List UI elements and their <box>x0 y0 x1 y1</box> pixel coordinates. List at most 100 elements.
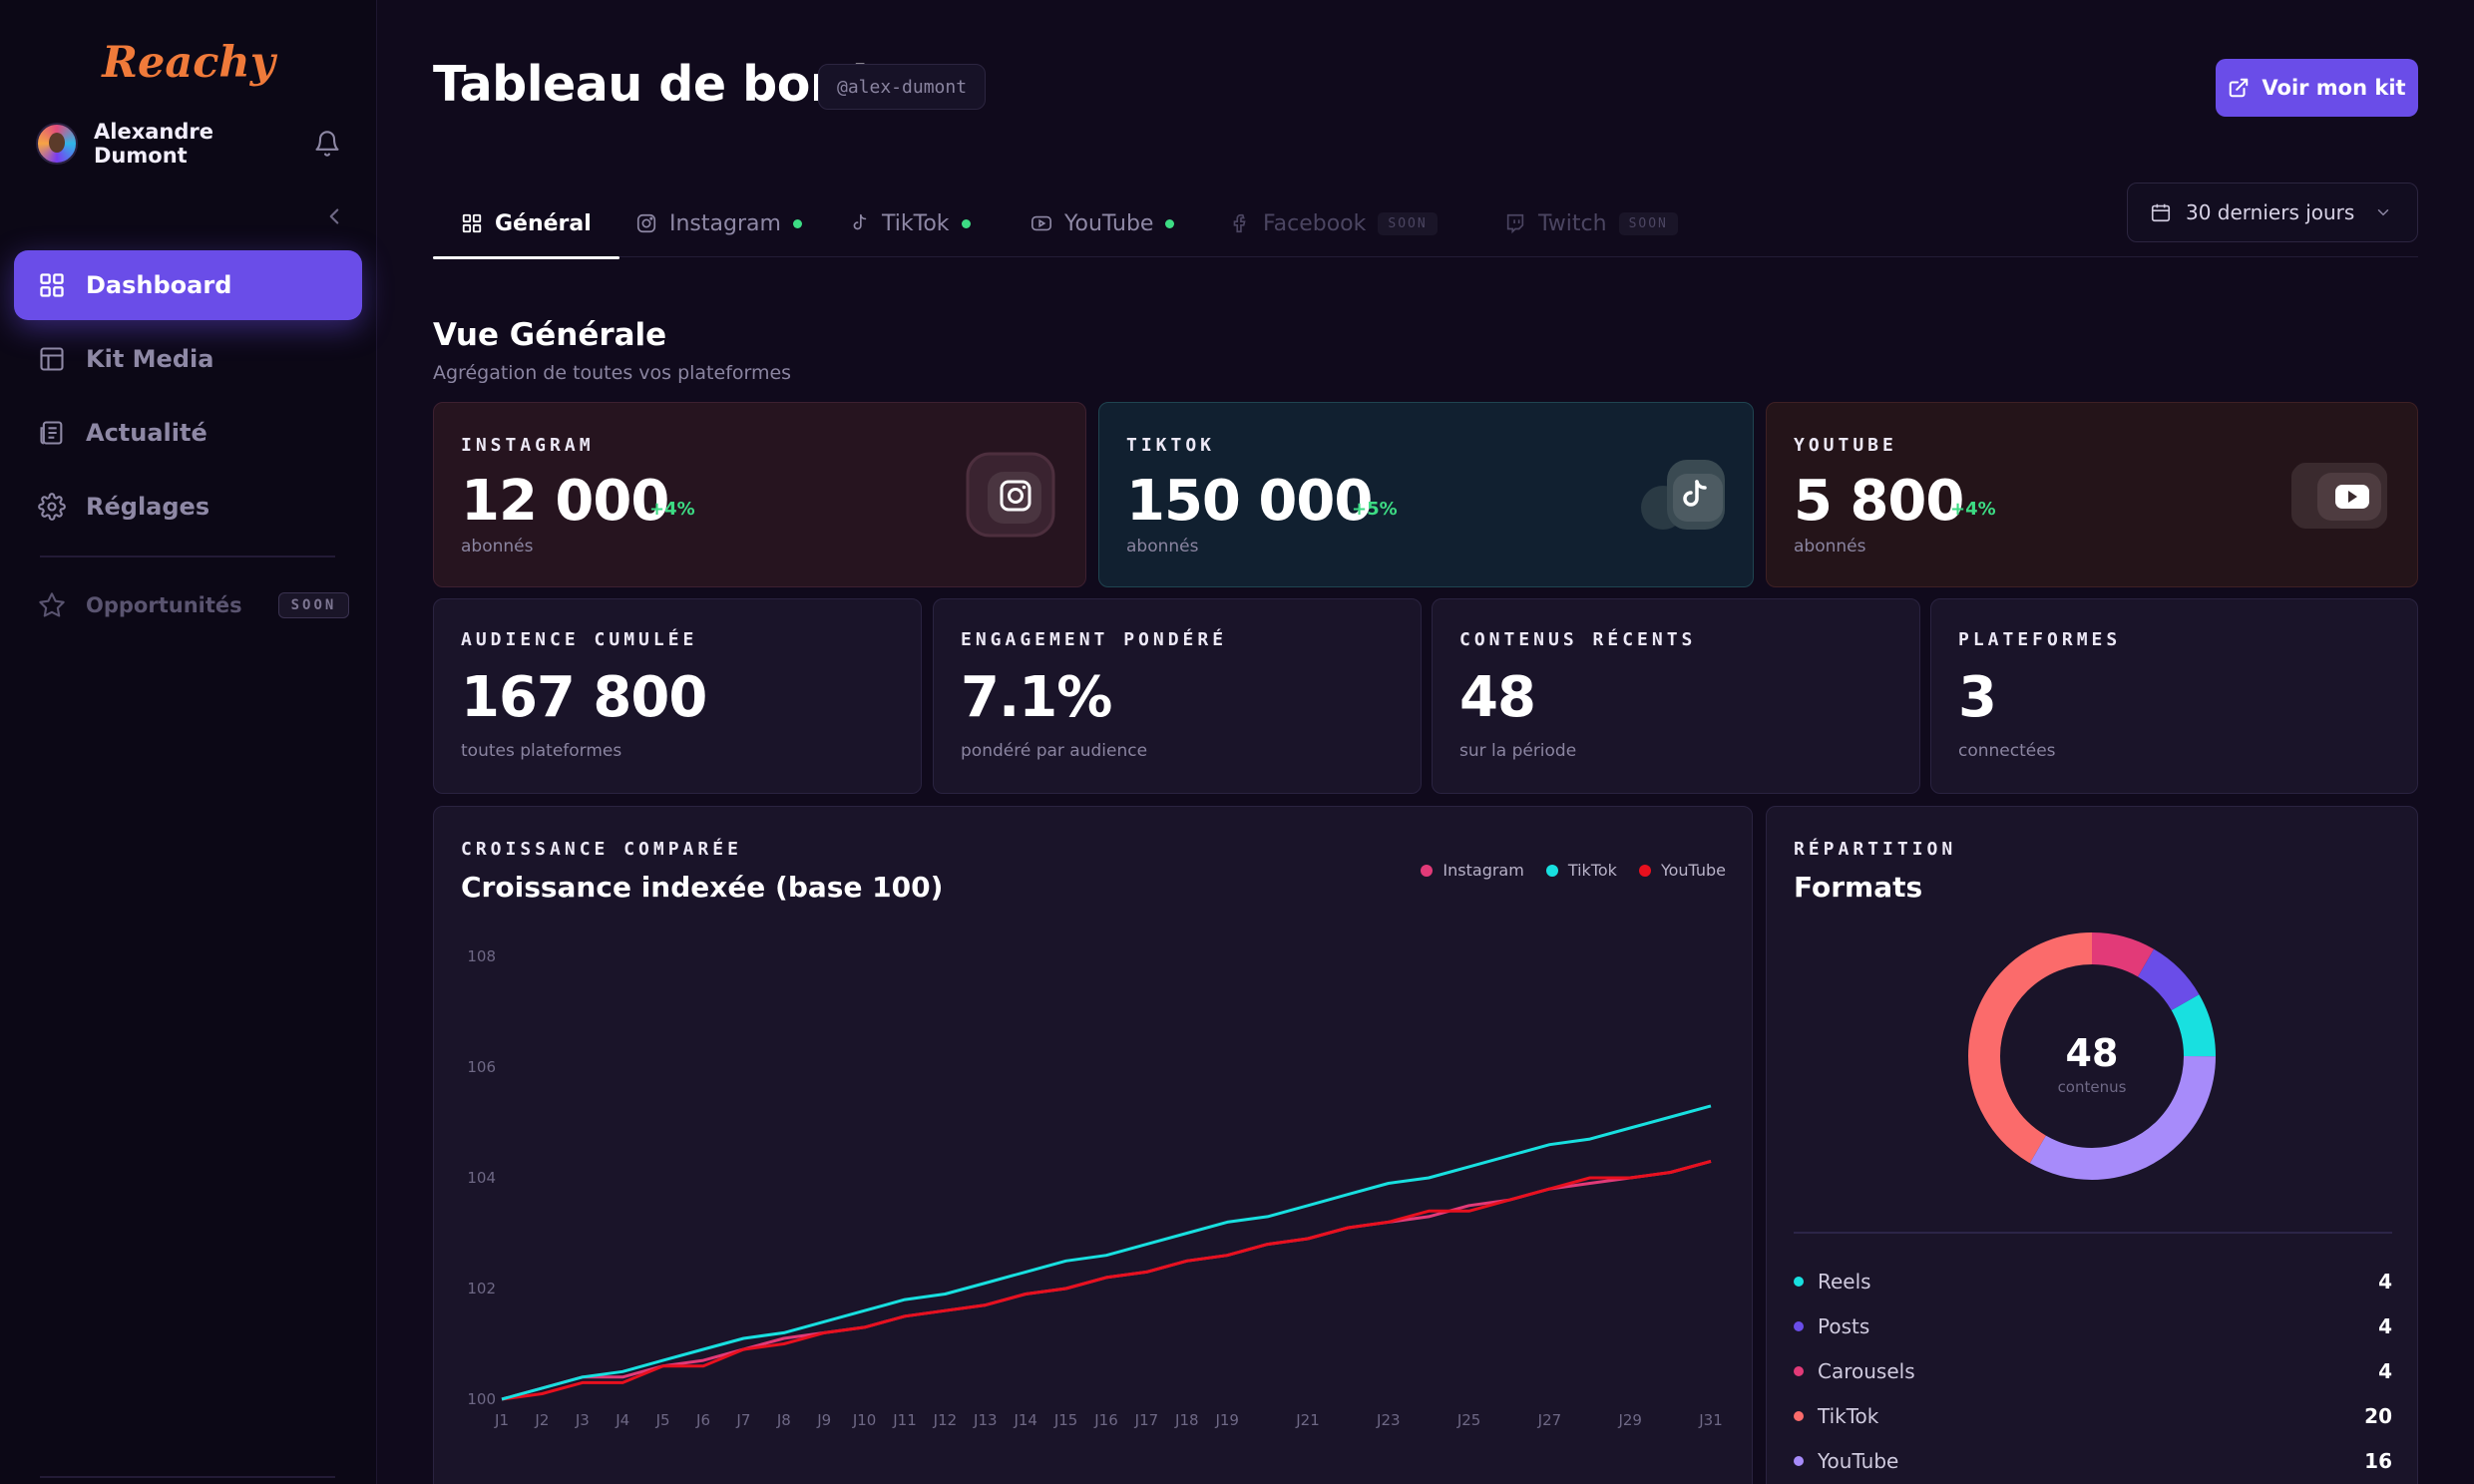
x-tick-label: J3 <box>575 1411 590 1429</box>
series-line-youtube[interactable] <box>501 1159 1712 1401</box>
kpi-sub: sur la période <box>1459 741 1577 761</box>
page-title: Tableau de bord <box>433 56 869 113</box>
x-tick-label: J9 <box>816 1411 831 1429</box>
sidebar-item-reglages[interactable]: Réglages <box>14 472 362 542</box>
donut-total-label: contenus <box>2058 1078 2127 1096</box>
user-profile[interactable]: Alexandre Dumont <box>36 120 341 168</box>
tab-label: TikTok <box>882 210 950 236</box>
growth-chart-card: CROISSANCE COMPARÉE Croissance indexée (… <box>433 806 1753 1484</box>
newspaper-icon <box>40 421 63 445</box>
bell-icon[interactable] <box>313 130 341 158</box>
calendar-icon <box>2151 203 2171 222</box>
legend-item-instagram[interactable]: Instagram <box>1421 861 1524 880</box>
tab-twitch: Twitch SOON <box>1504 189 1678 257</box>
instagram-icon <box>636 213 656 233</box>
card-value: 12 000 <box>461 469 669 534</box>
x-tick-label: J8 <box>776 1411 791 1429</box>
x-tick-label: J7 <box>735 1411 750 1429</box>
x-tick-label: J16 <box>1093 1411 1118 1429</box>
sidebar-item-label: Dashboard <box>86 271 232 299</box>
section-title: Vue Générale <box>433 317 667 353</box>
connected-status-dot <box>1165 218 1175 228</box>
handle-badge: @alex-dumont <box>818 64 987 110</box>
kpi-value: 3 <box>1958 665 1997 730</box>
x-tick-label: J29 <box>1617 1411 1642 1429</box>
period-select[interactable]: 30 derniers jours <box>2127 183 2418 242</box>
card-delta: +5% <box>1352 499 1398 520</box>
kpi-label: ENGAGEMENT PONDÉRÉ <box>961 629 1228 650</box>
donut-slice-reels[interactable] <box>1968 932 2216 1180</box>
platform-tabs: Général Instagram TikTok YouTube Faceboo… <box>433 189 2418 259</box>
card-label: INSTAGRAM <box>461 435 595 456</box>
legend-item-youtube[interactable]: YouTube <box>1638 861 1726 880</box>
sidebar-item-kit-media[interactable]: Kit Media <box>14 324 362 394</box>
format-count: 16 <box>2364 1449 2392 1473</box>
tab-general[interactable]: Général <box>433 189 619 259</box>
instagram-card[interactable]: INSTAGRAM 12 000 +4% abonnés <box>433 402 1086 587</box>
tab-label: Instagram <box>669 210 781 236</box>
chart-legend: Instagram TikTok YouTube <box>1399 861 1726 880</box>
formats-donut-chart: 48 contenus <box>1968 932 2216 1180</box>
sidebar-item-actualite[interactable]: Actualité <box>14 398 362 468</box>
kpi-value: 48 <box>1459 665 1536 730</box>
tab-tiktok[interactable]: TikTok <box>848 189 971 257</box>
card-value: 150 000 <box>1126 469 1373 534</box>
x-tick-label: J11 <box>892 1411 917 1429</box>
star-icon <box>39 592 65 617</box>
layout-icon <box>40 347 64 371</box>
card-label: YOUTUBE <box>1794 435 1897 456</box>
facebook-icon <box>1233 213 1246 233</box>
format-count: 4 <box>2378 1270 2392 1294</box>
x-tick-label: J21 <box>1295 1411 1320 1429</box>
collapse-sidebar-icon[interactable] <box>321 203 347 229</box>
card-value: 5 800 <box>1794 469 1964 534</box>
youtube-card[interactable]: YOUTUBE 5 800 +4% abonnés <box>1766 402 2418 587</box>
card-sub: abonnés <box>461 537 534 556</box>
format-count: 4 <box>2378 1314 2392 1338</box>
format-row-youtube: YouTube 16 <box>1794 1446 2392 1476</box>
kpi-sub: toutes plateformes <box>461 741 622 761</box>
tiktok-card[interactable]: TIKTOK 150 000 +5% abonnés <box>1098 402 1754 587</box>
sidebar-item-dashboard[interactable]: Dashboard <box>14 250 362 320</box>
grid-icon <box>40 273 64 297</box>
kpi-label: AUDIENCE CUMULÉE <box>461 629 698 650</box>
donut-slice-youtube[interactable] <box>1968 932 2216 1180</box>
avatar[interactable] <box>36 123 78 165</box>
formats-label: RÉPARTITION <box>1794 839 1957 860</box>
series-line-tiktok[interactable] <box>501 1104 1712 1401</box>
tab-label: Facebook <box>1263 210 1367 236</box>
x-tick-label: J13 <box>973 1411 998 1429</box>
chevron-down-icon <box>2378 209 2389 216</box>
format-label: TikTok <box>1818 1404 1879 1428</box>
x-tick-label: J17 <box>1134 1411 1159 1429</box>
y-tick-label: 104 <box>467 1169 496 1187</box>
y-tick-label: 100 <box>467 1390 496 1408</box>
format-label: Posts <box>1818 1314 1870 1338</box>
donut-total: 48 <box>2066 1031 2119 1075</box>
legend-label: TikTok <box>1567 861 1617 880</box>
soon-badge: SOON <box>1378 211 1438 235</box>
soon-badge: SOON <box>1618 211 1678 235</box>
y-tick-label: 102 <box>467 1280 496 1298</box>
view-kit-button[interactable]: Voir mon kit <box>2216 59 2418 117</box>
tab-youtube[interactable]: YouTube <box>1031 189 1175 257</box>
tab-label: Twitch <box>1538 210 1607 236</box>
series-line-instagram[interactable] <box>501 1159 1712 1401</box>
app-logo[interactable]: Reachy <box>102 38 275 88</box>
tab-instagram[interactable]: Instagram <box>635 189 802 257</box>
format-count: 20 <box>2364 1404 2392 1428</box>
period-value: 30 derniers jours <box>2186 200 2355 224</box>
x-tick-label: J5 <box>655 1411 670 1429</box>
x-tick-label: J27 <box>1537 1411 1562 1429</box>
format-label: YouTube <box>1818 1449 1899 1473</box>
growth-line-chart: 100 102 104 106 108 J1 J2 J3 J4 J5 J6 J7 J8 J9 J10 J11 J… <box>467 947 1722 1429</box>
format-swatch <box>1794 1411 1804 1421</box>
tiktok-icon <box>1641 460 1725 530</box>
card-delta: +4% <box>649 499 695 520</box>
donut-slice-carousels[interactable] <box>1968 932 2216 1180</box>
tab-facebook: Facebook SOON <box>1229 189 1438 257</box>
chart-label: CROISSANCE COMPARÉE <box>461 839 742 860</box>
legend-item-tiktok[interactable]: TikTok <box>1545 861 1617 880</box>
youtube-icon <box>2291 463 2387 529</box>
twitch-icon <box>1506 213 1524 234</box>
